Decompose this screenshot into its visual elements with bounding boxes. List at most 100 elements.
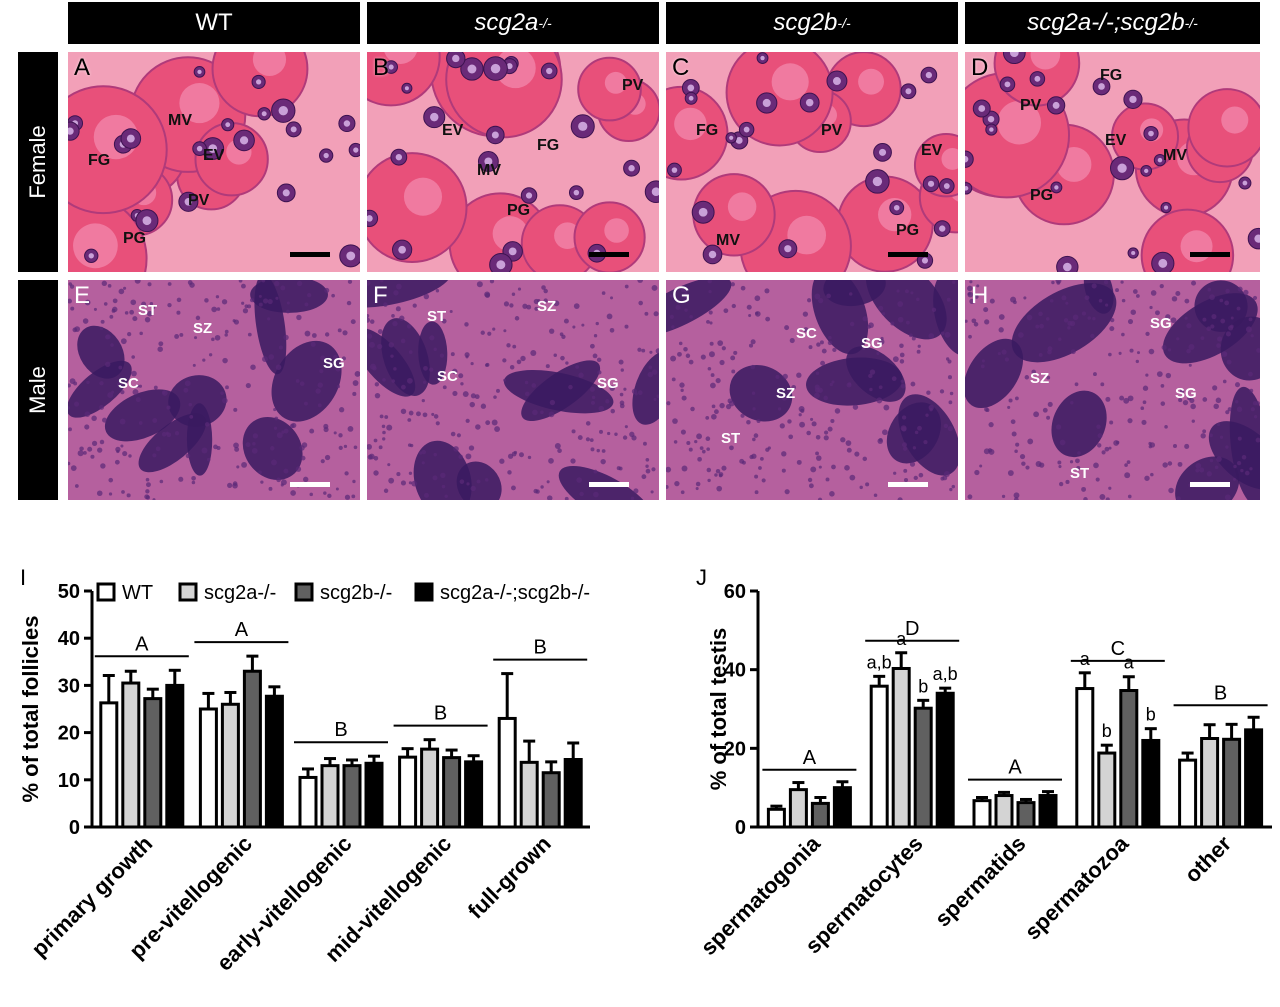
cell-type-label: ST — [138, 302, 158, 319]
bar — [913, 706, 933, 829]
significance-letter: a — [1080, 649, 1091, 669]
bar — [891, 666, 911, 829]
legend-label: scg2a-/-;scg2b-/- — [440, 582, 590, 604]
panel-letter: G — [672, 282, 691, 309]
group-letter: A — [235, 619, 249, 641]
x-tick-label: full-grown — [463, 831, 556, 924]
col-header-scg2b-text: scg2b — [773, 9, 838, 36]
bar — [541, 771, 561, 829]
bar — [121, 681, 141, 829]
significance-letter: a,b — [867, 652, 892, 672]
group-letter: A — [1008, 757, 1022, 779]
col-header-scg2b-sup: -/- — [837, 15, 851, 31]
bar — [1244, 728, 1264, 829]
col-header-scg2a: scg2a -/- — [367, 2, 659, 44]
ovary-section-image — [68, 52, 360, 272]
x-tick-label: spermatozoa — [1020, 830, 1134, 944]
bar — [519, 760, 539, 829]
y-tick-label: 30 — [58, 675, 80, 697]
structure-label: MV — [168, 112, 192, 129]
histology-panel-a: A MV FG EV PV PG — [68, 52, 360, 272]
col-header-wt-text: WT — [195, 9, 233, 36]
cell-type-label: SZ — [537, 298, 557, 315]
col-header-scg2a-text: scg2a — [474, 9, 539, 36]
panel-letter: D — [971, 54, 989, 81]
legend-label: WT — [122, 582, 153, 604]
significance-letter: b — [1102, 721, 1112, 741]
cell-type-label: SZ — [1030, 370, 1050, 387]
bar — [1038, 794, 1058, 829]
structure-label: MV — [1163, 147, 1187, 164]
y-tick-label: 50 — [58, 581, 80, 603]
structure-label: EV — [1105, 132, 1127, 149]
legend-label: scg2a-/- — [204, 582, 276, 604]
significance-letter: b — [918, 676, 928, 696]
cell-type-label: SC — [796, 325, 817, 342]
bar — [497, 716, 517, 829]
structure-label: PV — [1020, 97, 1042, 114]
bar — [298, 775, 318, 829]
significance-letter: a — [1124, 653, 1135, 673]
bar — [972, 799, 992, 829]
col-header-scg2b: scg2b -/- — [666, 2, 958, 44]
legend-label: scg2b-/- — [320, 582, 392, 604]
structure-label: PV — [821, 122, 843, 139]
group-letter: A — [803, 747, 817, 769]
structure-label: PG — [896, 222, 920, 239]
group-letter: B — [1214, 682, 1227, 704]
bar — [869, 684, 889, 829]
bar — [1200, 737, 1220, 829]
cell-type-label: ST — [1070, 465, 1090, 482]
significance-letter: a — [896, 629, 907, 649]
bar — [788, 788, 808, 829]
row-header-male: Male — [18, 280, 58, 500]
cell-type-label: SG — [323, 355, 345, 372]
testis-section-image — [367, 280, 659, 500]
y-tick-label: 60 — [724, 581, 746, 603]
panel-letter: H — [971, 282, 989, 309]
bar — [342, 764, 362, 829]
y-tick-label: 20 — [58, 723, 80, 745]
histology-panel-b: B PV EV FG MV PG — [367, 52, 659, 272]
structure-label: FG — [1100, 67, 1123, 84]
bar — [364, 761, 384, 829]
testis-section-image — [666, 280, 958, 500]
bar — [442, 756, 462, 829]
legend-swatch — [96, 582, 116, 602]
y-tick-label: 0 — [735, 817, 746, 839]
y-tick-label: 40 — [58, 628, 80, 650]
structure-label: FG — [88, 152, 111, 169]
panel-letter: B — [373, 54, 390, 81]
bar — [198, 707, 218, 829]
structure-label: EV — [442, 122, 464, 139]
cell-type-label: SZ — [776, 385, 796, 402]
structure-label: EV — [203, 147, 225, 164]
bar — [1141, 738, 1161, 829]
y-tick-label: 10 — [58, 770, 80, 792]
cell-type-label: SG — [861, 335, 883, 352]
histology-panel-e: E ST SZ SC SG — [68, 280, 360, 500]
bar — [242, 669, 262, 829]
bar — [264, 694, 284, 829]
group-letter: B — [334, 719, 347, 741]
structure-label: PV — [622, 77, 644, 94]
bar — [1222, 737, 1242, 829]
row-header-female: Female — [18, 52, 58, 272]
testis-section-image — [965, 280, 1260, 500]
structure-label: MV — [477, 162, 501, 179]
bar — [1016, 801, 1036, 829]
bar — [99, 701, 119, 829]
cell-type-label: ST — [427, 308, 447, 325]
panel-letter: C — [672, 54, 690, 81]
bar — [766, 807, 786, 829]
ovary-section-image — [666, 52, 958, 272]
cell-type-label: SG — [1175, 385, 1197, 402]
col-header-double-sup: -/- — [1184, 15, 1198, 31]
y-tick-label: 40 — [724, 660, 746, 682]
histology-panel-h: H SG SZ SG ST — [965, 280, 1260, 500]
cell-type-label: SZ — [193, 320, 213, 337]
x-tick-label: other — [1180, 831, 1237, 888]
structure-label: PG — [123, 230, 147, 247]
